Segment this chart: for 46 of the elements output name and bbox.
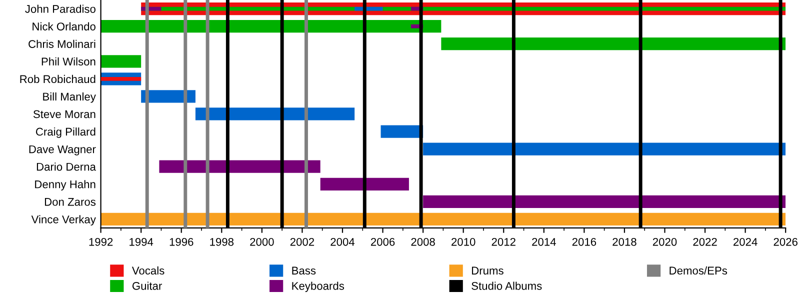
bar <box>100 55 142 68</box>
y-tick-label: Denny Hahn <box>35 180 96 190</box>
y-tick-label: Nick Orlando <box>32 22 96 30</box>
bar <box>100 76 142 81</box>
y-tick-label: Dave Wagner <box>29 145 96 156</box>
x-tick-label: 2010 <box>452 238 476 246</box>
x-tick-label: 1994 <box>130 238 154 246</box>
x-tick-label: 2024 <box>734 238 758 246</box>
x-tick-label: 2008 <box>411 238 435 246</box>
legend-label: Bass <box>292 266 316 275</box>
y-tick-label: John Paradiso <box>25 4 96 13</box>
y-tick-label: Chris Molinari <box>28 40 96 48</box>
legend-label: Keyboards <box>292 282 344 292</box>
y-tick-label: Don Zaros <box>44 198 96 206</box>
legend-label: Guitar <box>132 282 162 290</box>
x-tick-label: 2018 <box>612 238 636 246</box>
legend-label: Vocals <box>132 266 164 275</box>
x-tick-label: 2004 <box>330 238 355 246</box>
x-tick-label: 2022 <box>693 238 717 246</box>
bar <box>320 178 409 190</box>
x-tick-label: 2026 <box>774 238 798 246</box>
bar <box>441 38 786 50</box>
legend-label: Studio Albums <box>472 282 542 290</box>
x-tick-label: 2012 <box>492 238 516 246</box>
x-tick-label: 1992 <box>89 238 113 246</box>
y-tick-label: Steve Moran <box>33 110 96 118</box>
y-tick-label: Phil Wilson <box>42 57 96 66</box>
y-tick-label: Craig Pillard <box>36 127 96 138</box>
bar <box>423 195 786 208</box>
legend-label: Drums <box>472 266 504 275</box>
x-tick-label: 2000 <box>250 238 274 246</box>
legend-label: Demos/EPs <box>670 266 728 275</box>
bar <box>423 142 786 156</box>
bar <box>100 212 786 226</box>
x-tick-label: 2016 <box>572 238 596 246</box>
x-tick-label: 1996 <box>170 238 194 246</box>
y-tick-label: Bill Manley <box>43 92 96 103</box>
x-tick-label: 2014 <box>532 238 556 246</box>
y-tick-label: Rob Robichaud <box>20 74 96 84</box>
x-tick-label: 1998 <box>210 238 234 246</box>
bar <box>195 108 355 120</box>
y-tick-label: Dario Derna <box>36 162 96 171</box>
y-tick-label: Vince Verkay <box>31 215 96 226</box>
x-tick-label: 2002 <box>290 238 314 246</box>
x-tick-label: 2006 <box>370 238 395 246</box>
x-tick-label: 2020 <box>652 238 677 246</box>
